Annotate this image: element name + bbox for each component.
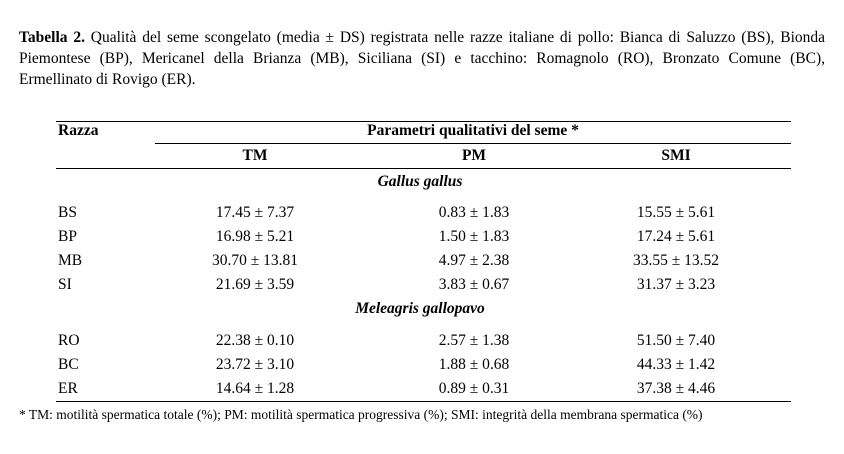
cell-pm: 1.50 ± 1.83 (438, 228, 510, 245)
caption-label: Tabella 2. (19, 29, 85, 46)
cell-pm: 0.83 ± 1.83 (438, 204, 510, 221)
cell-pm: 1.88 ± 0.68 (438, 356, 510, 373)
cell-razza: SI (58, 276, 72, 293)
cell-razza: RO (58, 332, 80, 349)
group-label: Meleagris gallopavo (355, 300, 485, 317)
cell-pm: 4.97 ± 2.38 (438, 252, 510, 269)
cell-razza: ER (58, 380, 78, 397)
table-bottom-rule (56, 401, 791, 402)
caption-text: Qualità del seme scongelato (media ± DS)… (19, 29, 826, 88)
cell-razza: MB (58, 252, 83, 269)
cell-tm: 16.98 ± 5.21 (215, 228, 295, 245)
header-razza: Razza (58, 122, 99, 139)
group-label: Gallus gallus (377, 173, 463, 190)
cell-razza: BS (58, 204, 77, 221)
header-smi: SMI (661, 147, 691, 164)
cell-smi: 33.55 ± 13.52 (632, 252, 720, 269)
header-pm: PM (461, 147, 487, 164)
table-caption: Tabella 2. Qualità del seme scongelato (… (19, 27, 825, 90)
cell-razza: BC (58, 356, 79, 373)
cell-smi: 37.38 ± 4.46 (636, 380, 716, 397)
header-group: Parametri qualitativi del seme * (367, 122, 579, 139)
cell-smi: 44.33 ± 1.42 (636, 356, 716, 373)
cell-tm: 23.72 ± 3.10 (215, 356, 295, 373)
cell-tm: 17.45 ± 7.37 (215, 204, 295, 221)
cell-pm: 0.89 ± 0.31 (438, 380, 510, 397)
cell-smi: 51.50 ± 7.40 (636, 332, 716, 349)
header-tm: TM (242, 147, 268, 164)
cell-pm: 3.83 ± 0.67 (438, 276, 510, 293)
cell-smi: 15.55 ± 5.61 (636, 204, 716, 221)
cell-tm: 21.69 ± 3.59 (215, 276, 295, 293)
header-bottom-rule (56, 168, 791, 169)
cell-smi: 31.37 ± 3.23 (636, 276, 716, 293)
cell-tm: 14.64 ± 1.28 (215, 380, 295, 397)
cell-tm: 22.38 ± 0.10 (215, 332, 295, 349)
header-sub-rule (155, 143, 791, 144)
cell-tm: 30.70 ± 13.81 (211, 252, 299, 269)
cell-pm: 2.57 ± 1.38 (438, 332, 510, 349)
table-top-rule (56, 121, 791, 122)
cell-smi: 17.24 ± 5.61 (636, 228, 716, 245)
table-footnote: * TM: motilità spermatica totale (%); PM… (19, 407, 703, 422)
cell-razza: BP (58, 228, 77, 245)
